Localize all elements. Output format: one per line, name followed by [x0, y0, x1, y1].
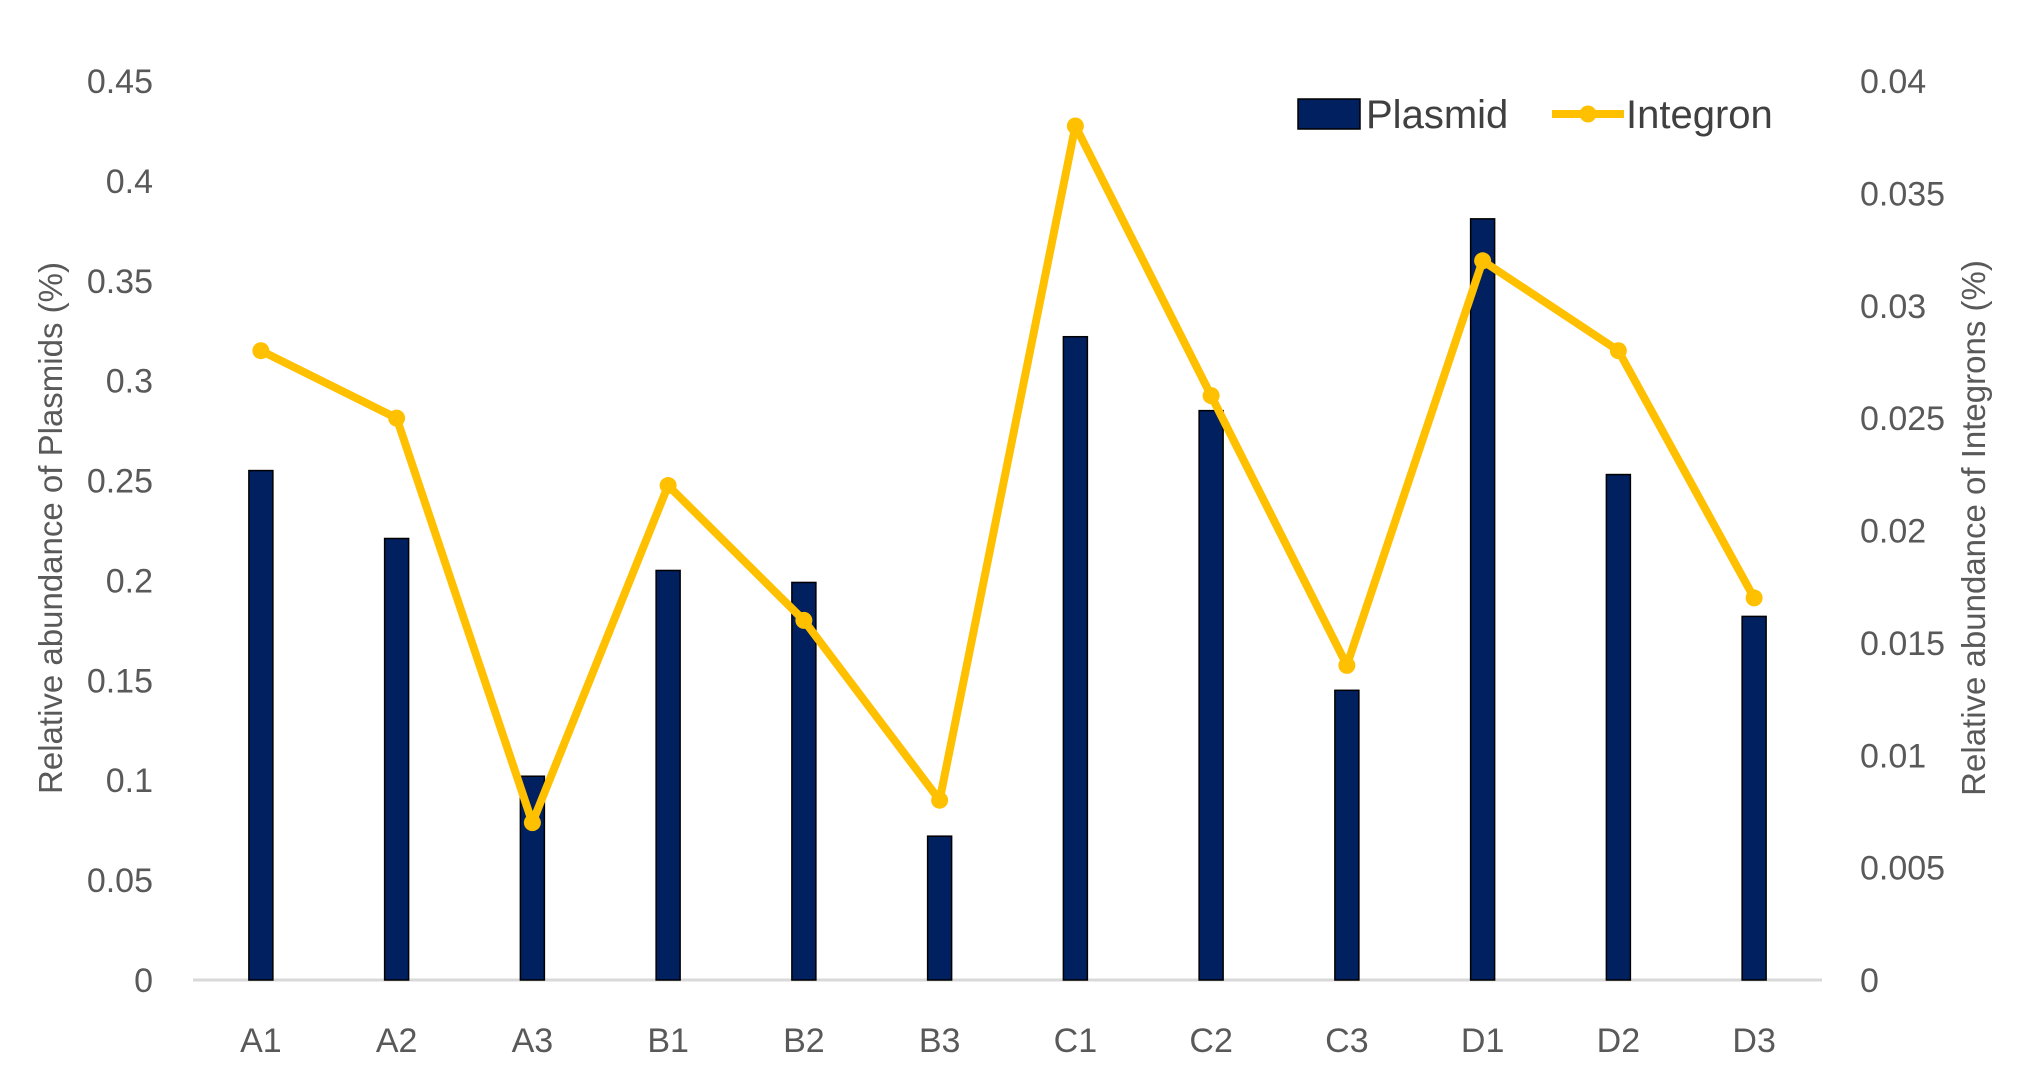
x-tick-label: A1 — [240, 1022, 282, 1060]
right-tick-label: 0.005 — [1860, 850, 1945, 888]
x-tick-label: D2 — [1597, 1022, 1640, 1060]
right-y-axis: 0 0.005 0.01 0.015 0.02 0.025 0.03 0.035 0.04 — [1860, 63, 1945, 1000]
left-tick-label: 0.35 — [87, 263, 153, 301]
right-tick-label: 0.035 — [1860, 175, 1945, 213]
plasmid-bar — [383, 537, 410, 981]
right-axis-title: Relative abundance of Integrons (%) — [1955, 260, 1992, 796]
plasmid-bar — [248, 469, 274, 981]
plasmid-bar — [655, 569, 681, 981]
plasmid-bars — [248, 218, 1767, 981]
integron-point — [931, 791, 949, 809]
x-tick-label: D3 — [1732, 1022, 1775, 1060]
plasmid-bar — [1062, 335, 1089, 981]
integron-line-path — [256, 121, 1759, 827]
x-tick-label: B3 — [919, 1022, 961, 1060]
integron-line — [252, 117, 1763, 832]
integron-point — [523, 814, 541, 832]
integron-point — [1609, 342, 1627, 360]
left-tick-label: 0 — [134, 962, 153, 1000]
legend-swatch-integron-marker — [1579, 105, 1597, 123]
plasmid-bar — [1198, 409, 1224, 981]
integron-point — [252, 342, 270, 360]
x-tick-label: A2 — [376, 1022, 418, 1060]
legend-swatch-plasmid — [1297, 98, 1361, 130]
x-tick-label: B1 — [647, 1022, 689, 1060]
integron-point — [1202, 387, 1220, 405]
legend-label-plasmid: Plasmid — [1366, 93, 1508, 137]
right-tick-label: 0.015 — [1860, 625, 1945, 663]
plasmid-bar — [1469, 218, 1496, 981]
right-tick-label: 0.01 — [1860, 737, 1926, 775]
left-tick-label: 0.1 — [106, 762, 153, 800]
plasmid-bar — [791, 581, 817, 981]
x-tick-label: C2 — [1189, 1022, 1232, 1060]
right-tick-label: 0.03 — [1860, 288, 1926, 326]
right-tick-label: 0.025 — [1860, 400, 1945, 438]
plasmid-bar — [1334, 689, 1360, 981]
plasmid-bar — [1605, 473, 1632, 981]
left-tick-label: 0.15 — [87, 662, 153, 700]
left-y-axis: 0 0.05 0.1 0.15 0.2 0.25 0.3 0.35 0.4 0.45 — [87, 63, 153, 1000]
integron-point — [1474, 252, 1492, 270]
left-tick-label: 0.25 — [87, 463, 153, 501]
left-tick-label: 0.4 — [106, 163, 153, 201]
right-tick-label: 0.02 — [1860, 513, 1926, 551]
x-tick-label: C1 — [1054, 1022, 1097, 1060]
legend: Plasmid Integron — [1297, 93, 1773, 137]
left-tick-label: 0.05 — [87, 862, 153, 900]
integron-point — [795, 611, 813, 629]
left-tick-label: 0.45 — [87, 63, 153, 101]
right-tick-label: 0 — [1860, 962, 1879, 1000]
x-tick-label: A3 — [512, 1022, 554, 1060]
plasmid-bar — [1741, 615, 1767, 981]
integron-point — [388, 409, 406, 427]
x-tick-label: D1 — [1461, 1022, 1504, 1060]
legend-label-integron: Integron — [1626, 93, 1773, 137]
right-tick-label: 0.04 — [1860, 63, 1926, 101]
integron-point — [659, 477, 677, 495]
integron-point — [1338, 656, 1356, 674]
left-tick-label: 0.3 — [106, 363, 153, 401]
x-axis: A1 A2 A3 B1 B2 B3 C1 C2 C3 D1 D2 D3 — [240, 1022, 1776, 1060]
integron-point — [1745, 589, 1763, 607]
x-tick-label: B2 — [783, 1022, 825, 1060]
integron-point — [1066, 117, 1084, 135]
x-tick-label: C3 — [1325, 1022, 1368, 1060]
left-tick-label: 0.2 — [106, 562, 153, 600]
left-axis-title: Relative abundance of Plasmids (%) — [32, 262, 69, 794]
plasmid-bar — [926, 835, 953, 981]
